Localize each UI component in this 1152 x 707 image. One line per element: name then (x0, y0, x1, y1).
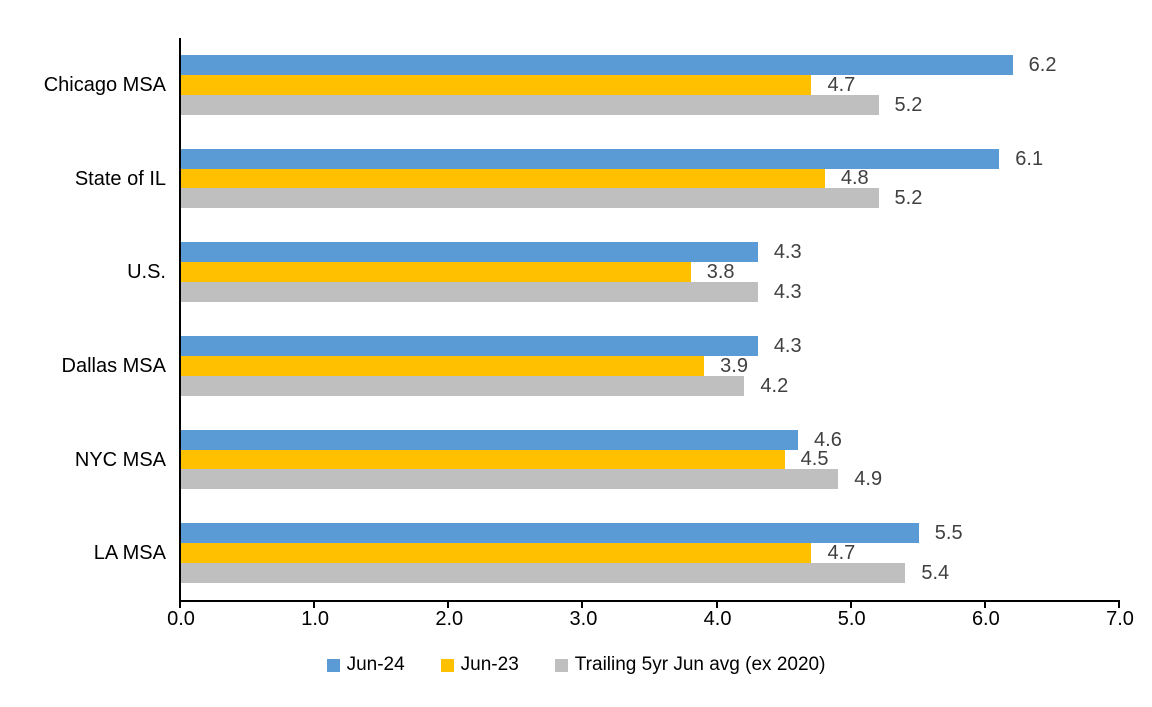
x-axis-tick (313, 600, 316, 608)
x-axis-tick (983, 600, 986, 608)
bar-row: 5.5 (181, 523, 1120, 543)
bar-trailing-5yr-jun-avg-ex-2020-la-msa (181, 563, 906, 583)
bar-group: 5.5 4.7 5.4 (181, 506, 1120, 600)
bar-jun-23-state-of-il (181, 168, 825, 189)
bar-row: 4.3 (181, 242, 1120, 262)
x-tick-label: 3.0 (569, 608, 598, 630)
bar-jun-24-state-of-il (181, 148, 1000, 169)
x-tick-label: 4.0 (703, 608, 732, 630)
legend-swatch-jun-24 (326, 658, 340, 672)
legend-item-jun-24: Jun-24 (326, 654, 405, 676)
data-label: 4.3 (773, 335, 802, 358)
x-axis-tick (447, 600, 450, 608)
data-label: 6.1 (1015, 147, 1044, 170)
x-tick-label: 0.0 (167, 608, 195, 630)
bar-group: 6.2 4.7 5.2 (181, 38, 1120, 132)
bar-jun-24-nyc-msa (181, 429, 799, 450)
bar-jun-24-la-msa (181, 523, 919, 544)
bar-row: 4.3 (181, 336, 1120, 356)
bar-row: 5.2 (181, 95, 1120, 115)
data-label: 5.4 (921, 561, 950, 584)
legend-item-trailing-5yr-jun-avg-ex-2020: Trailing 5yr Jun avg (ex 2020) (554, 654, 826, 676)
category-label: U.S. (127, 261, 166, 284)
x-tick-label: 2.0 (435, 608, 464, 630)
bar-row: 4.5 (181, 448, 1120, 471)
category-label: LA MSA (93, 542, 166, 565)
legend-label: Jun-24 (346, 654, 405, 675)
category-label: Dallas MSA (61, 354, 166, 377)
bar-group: 4.3 3.8 4.3 (181, 225, 1120, 319)
legend-label: Trailing 5yr Jun avg (ex 2020) (574, 654, 826, 675)
category-label: Chicago MSA (43, 73, 166, 96)
bar-row: 4.6 (181, 430, 1120, 450)
category-label: State of IL (74, 167, 166, 190)
bar-row: 3.8 (181, 262, 1120, 282)
bar-trailing-5yr-jun-avg-ex-2020-chicago-msa (181, 94, 879, 115)
bar-jun-23-nyc-msa (181, 449, 785, 470)
data-label: 3.8 (706, 261, 735, 284)
bar-row: 5.2 (181, 188, 1120, 208)
bar-row: 4.3 (181, 282, 1120, 302)
legend: Jun-24 Jun-23 Trailing 5yr Jun avg (ex 202… (0, 650, 1152, 680)
bar-row: 6.1 (181, 149, 1120, 169)
bar-jun-23-chicago-msa (181, 74, 812, 95)
bar-jun-24-u-s (181, 242, 758, 263)
x-tick-label: 1.0 (301, 608, 330, 630)
bar-jun-23-dallas-msa (181, 355, 705, 376)
bar-trailing-5yr-jun-avg-ex-2020-u-s (181, 282, 758, 302)
bar-group: 4.3 3.9 4.2 (181, 319, 1120, 413)
bar-row: 6.2 (181, 55, 1120, 75)
data-label: 5.5 (934, 522, 963, 545)
x-axis-tick (179, 600, 181, 608)
bar-row: 4.8 (181, 167, 1120, 190)
bar-row: 4.9 (181, 469, 1120, 489)
legend-item-jun-23: Jun-23 (440, 654, 519, 676)
bar-row: 5.4 (181, 563, 1120, 583)
bar-jun-24-chicago-msa (181, 55, 1013, 75)
bar-jun-23-la-msa (181, 543, 812, 564)
bar-row: 4.7 (181, 543, 1120, 563)
data-label: 4.8 (840, 167, 869, 190)
bar-trailing-5yr-jun-avg-ex-2020-nyc-msa (181, 469, 839, 490)
data-label: 4.5 (800, 448, 829, 471)
bar-trailing-5yr-jun-avg-ex-2020-state-of-il (181, 188, 879, 209)
x-axis-tick (581, 600, 584, 608)
data-label: 4.3 (773, 280, 802, 303)
x-axis-tick (849, 600, 852, 608)
x-tick-label: 5.0 (837, 608, 866, 630)
category-label: NYC MSA (74, 448, 166, 471)
data-label: 5.2 (894, 93, 923, 116)
data-label: 4.2 (760, 374, 789, 397)
bar-jun-23-u-s (181, 262, 691, 283)
data-label: 4.6 (814, 428, 842, 451)
data-label: 3.9 (720, 354, 748, 377)
x-tick-label: 7.0 (1106, 608, 1134, 630)
x-axis-tick (715, 600, 718, 608)
bar-row: 3.9 (181, 356, 1120, 376)
bar-group: 4.6 4.5 4.9 (181, 413, 1120, 507)
data-label: 4.3 (773, 241, 802, 264)
bar-row: 4.7 (181, 75, 1120, 95)
bar-group: 6.1 4.8 5.2 (181, 132, 1120, 226)
legend-label: Jun-23 (460, 654, 519, 675)
x-axis-tick (1118, 600, 1120, 608)
x-tick-label: 6.0 (971, 608, 1000, 630)
bar-trailing-5yr-jun-avg-ex-2020-dallas-msa (181, 375, 745, 396)
bar-row: 4.2 (181, 376, 1120, 396)
data-label: 4.9 (854, 468, 883, 491)
data-label: 4.7 (827, 73, 856, 96)
legend-swatch-jun-23 (440, 658, 454, 672)
plot-area: 6.2 4.7 5.2 6.1 4.8 5.2 4.3 3.8 4.3 4.3 3.9 4.2 4.6 4… (179, 38, 1120, 608)
data-label: 6.2 (1028, 54, 1057, 77)
legend-swatch-trailing-5yr-jun-avg-ex-2020 (554, 658, 568, 672)
data-label: 5.2 (894, 187, 923, 210)
data-label: 4.7 (827, 542, 856, 565)
bar-jun-24-dallas-msa (181, 336, 758, 356)
